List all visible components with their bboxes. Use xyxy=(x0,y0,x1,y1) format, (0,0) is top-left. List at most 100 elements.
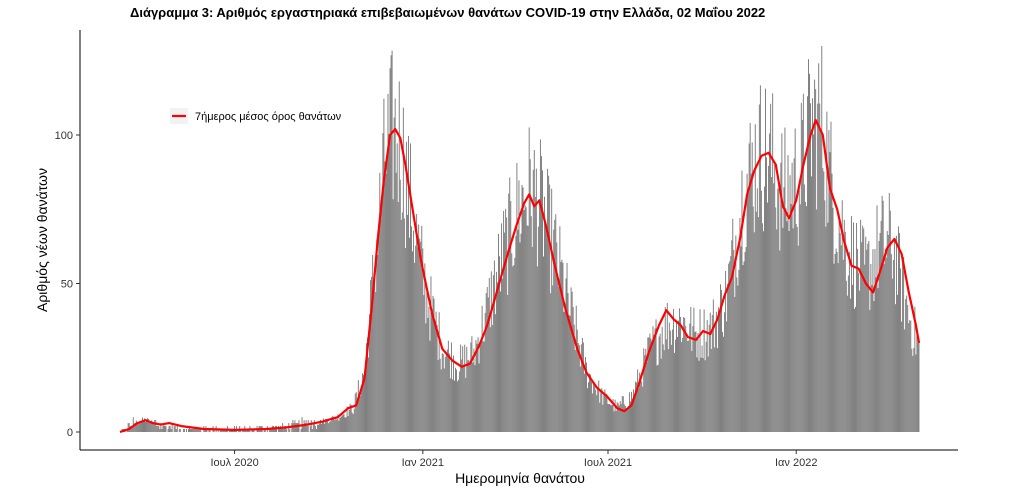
daily-deaths-bar xyxy=(397,201,399,432)
daily-deaths-bar xyxy=(454,380,455,432)
daily-deaths-bar xyxy=(394,98,396,432)
daily-deaths-bar xyxy=(421,225,423,432)
daily-deaths-bar xyxy=(668,322,670,432)
daily-deaths-bar xyxy=(799,204,801,432)
daily-deaths-bar xyxy=(316,424,318,432)
daily-deaths-bar xyxy=(426,287,428,432)
daily-deaths-bar xyxy=(867,243,869,432)
daily-deaths-bar xyxy=(523,210,525,432)
daily-deaths-bar xyxy=(581,337,583,432)
daily-deaths-bar xyxy=(700,357,702,432)
daily-deaths-bar xyxy=(441,353,443,432)
daily-deaths-bar xyxy=(213,429,215,432)
daily-deaths-bar xyxy=(398,81,400,433)
daily-deaths-bar xyxy=(485,293,487,432)
daily-deaths-bar xyxy=(182,429,184,432)
daily-deaths-bar xyxy=(865,236,867,432)
daily-deaths-bar xyxy=(139,422,141,432)
daily-deaths-bar xyxy=(555,214,557,432)
daily-deaths-bar xyxy=(435,311,437,432)
daily-deaths-bar xyxy=(743,261,745,432)
daily-deaths-bar xyxy=(770,103,772,432)
daily-deaths-bar xyxy=(413,230,415,432)
daily-deaths-bar xyxy=(511,253,513,432)
daily-deaths-bar xyxy=(440,369,442,432)
daily-deaths-bar xyxy=(461,359,463,432)
daily-deaths-bar xyxy=(512,266,514,432)
daily-deaths-bar xyxy=(364,373,365,432)
daily-deaths-bar xyxy=(853,222,854,432)
daily-deaths-bar xyxy=(130,426,132,432)
daily-deaths-bar xyxy=(821,45,823,432)
daily-deaths-bar xyxy=(326,418,328,432)
daily-deaths-bar xyxy=(722,331,723,432)
daily-deaths-bar xyxy=(729,261,731,432)
daily-deaths-bar xyxy=(462,346,464,432)
daily-deaths-bar xyxy=(773,183,775,432)
daily-deaths-bar xyxy=(582,342,584,432)
daily-deaths-bar xyxy=(664,306,666,432)
daily-deaths-bar xyxy=(304,423,306,432)
daily-deaths-bar xyxy=(160,423,162,432)
daily-deaths-bar xyxy=(589,373,591,432)
daily-deaths-bar xyxy=(178,429,180,432)
daily-deaths-bar xyxy=(416,214,418,432)
daily-deaths-bar xyxy=(699,309,701,432)
daily-deaths-bar xyxy=(486,287,488,432)
daily-deaths-bar xyxy=(891,278,893,432)
daily-deaths-bar xyxy=(500,291,501,432)
daily-deaths-bar xyxy=(908,323,910,432)
daily-deaths-bar xyxy=(861,242,863,432)
daily-deaths-bar xyxy=(133,423,135,432)
daily-deaths-bar xyxy=(415,245,417,432)
daily-deaths-bar xyxy=(754,124,756,432)
daily-deaths-bar xyxy=(352,414,354,432)
y-axis-label: Αριθμός νέων θανάτων xyxy=(34,168,50,312)
x-tick-label: Ιουλ 2020 xyxy=(210,457,258,469)
daily-deaths-bar xyxy=(390,55,392,433)
daily-deaths-bar xyxy=(524,205,526,432)
daily-deaths-bar xyxy=(329,422,331,432)
daily-deaths-bar xyxy=(731,240,733,432)
daily-deaths-bar xyxy=(471,336,473,432)
daily-deaths-bar xyxy=(321,424,322,432)
daily-deaths-bar xyxy=(534,196,536,432)
x-tick-label: Ιουλ 2021 xyxy=(584,457,632,469)
x-tick-label: Ιαν 2022 xyxy=(775,457,817,469)
daily-deaths-bar xyxy=(800,102,802,432)
daily-deaths-bar xyxy=(529,159,531,432)
daily-deaths-bar xyxy=(506,217,508,432)
daily-deaths-bar xyxy=(466,346,468,432)
daily-deaths-bar xyxy=(535,168,537,432)
daily-deaths-bar xyxy=(667,349,669,432)
daily-deaths-bar xyxy=(209,429,211,432)
daily-deaths-bar xyxy=(628,392,630,432)
daily-deaths-bar xyxy=(641,381,643,432)
daily-deaths-bar xyxy=(601,388,603,432)
daily-deaths-bar xyxy=(855,306,856,432)
daily-deaths-bar xyxy=(519,242,521,432)
daily-deaths-bar xyxy=(391,50,393,433)
daily-deaths-bar xyxy=(744,251,746,432)
daily-deaths-bar xyxy=(204,429,206,432)
daily-deaths-bar xyxy=(796,227,798,432)
daily-deaths-bar xyxy=(138,422,140,432)
daily-deaths-bar xyxy=(387,93,389,432)
legend: 7ήμερος μέσος όρος θανάτων xyxy=(170,108,342,124)
daily-deaths-bar xyxy=(858,272,860,432)
daily-deaths-bar xyxy=(431,312,433,432)
daily-deaths-bar xyxy=(805,206,807,432)
daily-deaths-bar xyxy=(354,393,356,432)
daily-deaths-bar xyxy=(418,224,420,432)
daily-deaths-bar xyxy=(599,402,601,432)
daily-deaths-bar xyxy=(774,162,776,432)
daily-deaths-bar xyxy=(151,420,153,432)
daily-deaths-bar xyxy=(647,337,649,432)
daily-deaths-bar xyxy=(631,391,632,432)
daily-deaths-bar xyxy=(423,295,425,432)
daily-deaths-bar xyxy=(761,223,763,432)
daily-deaths-bar xyxy=(196,429,198,432)
daily-deaths-bar xyxy=(446,349,448,432)
daily-deaths-bar xyxy=(728,263,730,432)
